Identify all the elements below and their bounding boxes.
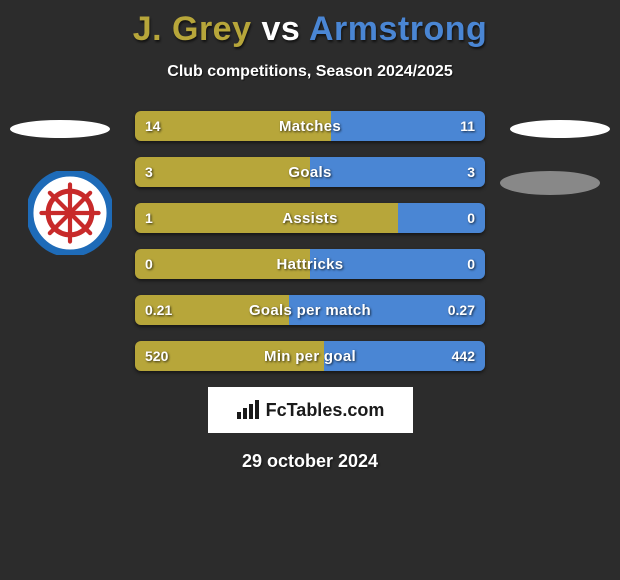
player2-name: Armstrong (309, 10, 487, 48)
stat-label: Goals per match (135, 295, 485, 325)
vs-text: vs (261, 10, 300, 48)
stats-stage: 1411Matches 33Goals 10Assists 00Hattricks 0.… (0, 111, 620, 371)
player1-name: J. Grey (133, 10, 252, 48)
stat-label: Hattricks (135, 249, 485, 279)
subtitle: Club competitions, Season 2024/2025 (0, 63, 620, 81)
stat-bars: 1411Matches 33Goals 10Assists 00Hattricks 0.… (135, 111, 485, 371)
stat-row: 33Goals (135, 157, 485, 187)
comparison-title: J. Grey vs Armstrong (0, 0, 620, 49)
player-shadow-2 (500, 171, 600, 195)
stat-row: 0.210.27Goals per match (135, 295, 485, 325)
stat-row: 520442Min per goal (135, 341, 485, 371)
branding-panel: FcTables.com (208, 387, 413, 433)
stat-label: Min per goal (135, 341, 485, 371)
stat-row: 10Assists (135, 203, 485, 233)
player-shadow-1 (510, 120, 610, 138)
stat-row: 1411Matches (135, 111, 485, 141)
stat-label: Matches (135, 111, 485, 141)
date-text: 29 october 2024 (0, 451, 620, 472)
stat-label: Goals (135, 157, 485, 187)
branding-text: FcTables.com (266, 400, 385, 421)
stat-label: Assists (135, 203, 485, 233)
player-shadow-0 (10, 120, 110, 138)
stat-row: 00Hattricks (135, 249, 485, 279)
branding-icon (236, 400, 260, 420)
club-badge-left (28, 171, 112, 255)
